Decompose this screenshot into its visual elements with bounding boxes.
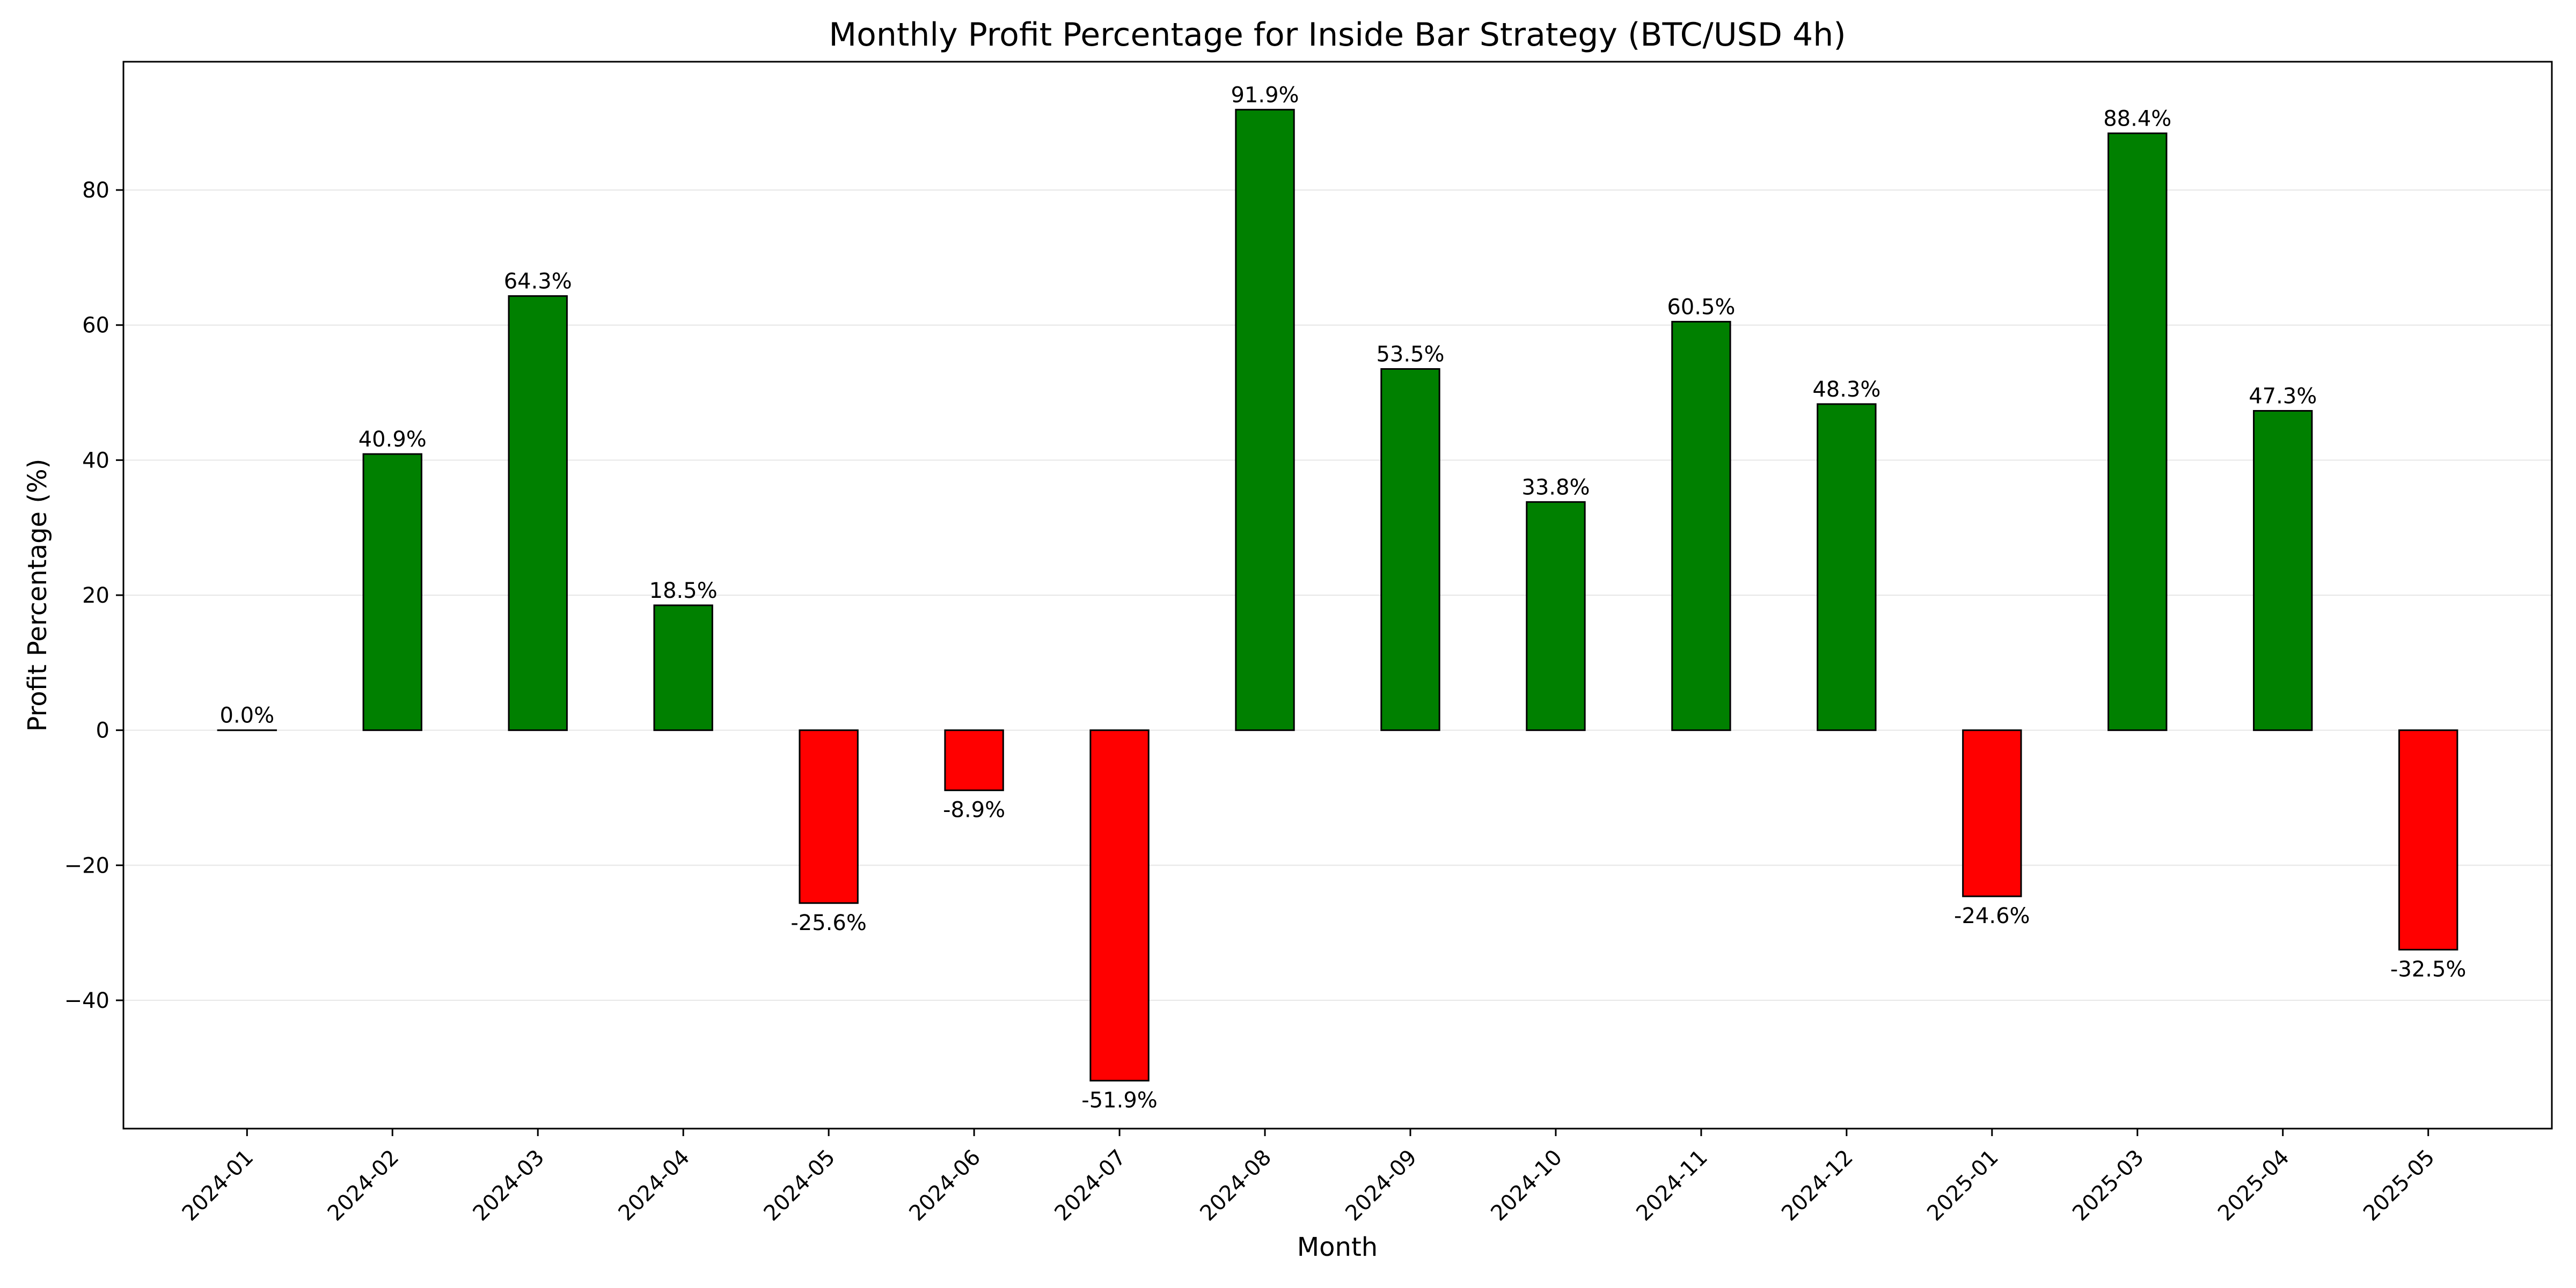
bar-2024-11	[1671, 320, 1731, 731]
bar-2024-12	[1817, 403, 1877, 731]
bars	[217, 108, 2458, 1082]
chart-title: Monthly Profit Percentage for Inside Bar…	[829, 16, 1846, 54]
bar-2025-03	[2107, 132, 2168, 731]
y-tick-label: 60	[82, 313, 109, 338]
data-label: 48.3%	[1812, 377, 1880, 402]
data-label: -25.6%	[791, 911, 867, 935]
bar-2024-08	[1235, 108, 1295, 731]
bar-2024-04	[653, 604, 713, 731]
data-label: 0.0%	[220, 704, 275, 728]
x-axis-label: Month	[1297, 1232, 1378, 1262]
bar-2024-03	[508, 295, 568, 731]
data-labels: 0.0% 40.9% 64.3% 18.5% -25.6% -8.9% -51.9% 91.9…	[220, 83, 2467, 1113]
bar-2024-09	[1380, 368, 1440, 731]
data-label: 40.9%	[358, 427, 427, 452]
bar-2025-05	[2398, 729, 2458, 951]
bar-2025-04	[2253, 410, 2313, 731]
data-label: 33.8%	[1521, 475, 1590, 500]
y-tick-label: 80	[82, 178, 109, 203]
data-label: -24.6%	[1954, 904, 2030, 928]
y-axis-ticks: −40 −20 0 20 40 60 80	[64, 178, 123, 1013]
data-label: 18.5%	[649, 579, 718, 603]
data-label: -8.9%	[943, 798, 1005, 823]
data-label: 88.4%	[2103, 106, 2171, 131]
data-label: 64.3%	[504, 269, 572, 294]
y-tick-label: −40	[64, 989, 109, 1013]
y-axis-label: Profit Percentage (%)	[23, 459, 53, 732]
bar-2024-02	[362, 453, 422, 731]
y-tick-label: 40	[82, 448, 109, 473]
y-tick-label: 20	[82, 583, 109, 608]
data-label: -32.5%	[2390, 957, 2467, 982]
data-label: 53.5%	[1376, 342, 1444, 367]
bar-2025-01	[1962, 729, 2022, 897]
y-tick-label: −20	[64, 853, 109, 878]
y-tick-label: 0	[96, 719, 109, 743]
bar-2024-07	[1089, 729, 1150, 1082]
bar-2024-05	[799, 729, 859, 904]
data-label: 47.3%	[2249, 384, 2317, 409]
bar-2024-10	[1526, 501, 1586, 731]
data-label: 60.5%	[1667, 295, 1735, 319]
data-label: -51.9%	[1081, 1088, 1158, 1113]
data-label: 91.9%	[1231, 83, 1299, 107]
bar-2024-06	[944, 729, 1004, 792]
